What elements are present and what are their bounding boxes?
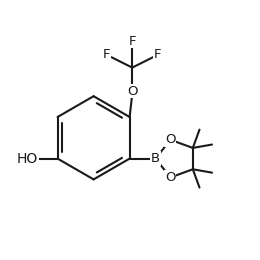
Text: O: O [127,84,138,98]
Text: O: O [165,171,176,184]
Text: O: O [165,133,176,146]
Text: F: F [128,35,136,48]
Text: B: B [151,152,160,165]
Text: F: F [103,48,110,61]
Text: F: F [154,48,161,61]
Text: HO: HO [17,152,38,166]
